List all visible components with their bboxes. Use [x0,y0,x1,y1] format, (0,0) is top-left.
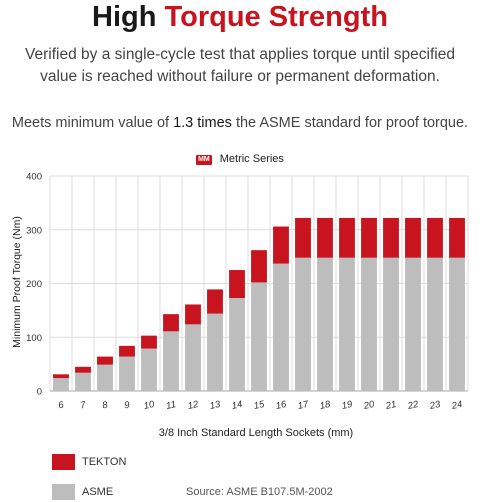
bar-tekton-12mm [185,304,201,325]
bar-asme-19mm [339,257,355,391]
bar-tekton-15mm [251,250,267,283]
bar-tekton-7mm [75,366,91,373]
standard-note-highlight: 1.3 times [173,115,232,131]
legend-swatch-asme [52,484,75,500]
series-tag-label: Metric Series [219,153,284,165]
y-tick-label: 200 [26,279,42,290]
bar-asme-21mm [383,257,399,391]
series-tag: MM Metric Series [0,152,480,166]
bar-asme-18mm [317,257,333,391]
bar-asme-9mm [119,356,135,391]
y-tick-label: 300 [26,225,42,236]
x-tick-label: 20 [362,399,376,412]
bar-tekton-11mm [163,314,179,332]
bar-tekton-21mm [383,217,399,258]
legend-label-asme: ASME [82,486,114,498]
bar-asme-11mm [163,331,179,391]
x-tick-label: 13 [209,399,222,412]
bar-tekton-22mm [405,217,421,258]
y-axis-title: Minimum Proof Torque (Nm) [11,216,23,348]
bar-asme-12mm [185,324,201,391]
page-title: High Torque Strength [0,0,480,34]
bar-tekton-10mm [141,335,157,349]
x-tick-label: 14 [231,399,244,412]
bar-tekton-23mm [427,217,443,258]
bar-asme-24mm [449,257,465,391]
x-tick-label: 16 [275,399,288,412]
bar-asme-10mm [141,348,157,391]
intro-text: Verified by a single-cycle test that app… [25,46,455,85]
mm-badge-icon: MM [196,155,212,165]
bar-asme-16mm [273,263,289,391]
x-tick-label: 12 [187,399,200,412]
x-tick-label: 9 [123,399,131,411]
bar-tekton-6mm [53,374,69,379]
standard-note-before: Meets minimum value of [11,115,170,131]
bar-tekton-19mm [339,217,355,258]
x-tick-label: 24 [450,399,464,412]
bar-tekton-16mm [273,226,289,264]
bar-asme-23mm [427,257,443,391]
page-title-main: High [92,1,157,33]
bar-asme-22mm [405,257,421,391]
bar-layer [53,217,465,391]
bar-asme-14mm [229,298,245,391]
page-title-accent: Torque Strength [164,1,388,33]
bar-asme-8mm [97,364,113,391]
bar-asme-7mm [75,372,91,391]
standard-note: Meets minimum value of 1.3 times the ASM… [0,113,480,133]
standard-note-after: the ASME standard for proof torque. [235,115,469,131]
x-tick-label: 10 [143,399,156,412]
bar-asme-20mm [361,257,377,391]
x-tick-label: 18 [319,399,332,412]
bar-tekton-13mm [207,289,223,314]
bar-tekton-14mm [229,270,245,299]
tick-layer: 0 100 200 300 400 6 7 8 9 10 11 12 13 14 15 16 17 18 19 20 2… [26,172,463,413]
x-tick-label: 23 [428,399,442,412]
y-tick-label: 0 [37,387,42,398]
legend-label-tekton: TEKTON [82,456,127,468]
legend-swatch-tekton [52,454,75,470]
x-tick-label: 22 [406,399,420,412]
x-tick-label: 8 [101,399,109,411]
x-tick-label: 15 [253,399,266,412]
x-tick-label: 6 [57,399,65,411]
bar-asme-13mm [207,313,223,391]
x-tick-label: 11 [165,399,177,412]
bar-tekton-9mm [119,345,135,357]
bar-asme-15mm [251,282,267,391]
x-tick-label: 21 [384,399,398,412]
x-axis-title: 3/8 Inch Standard Length Sockets (mm) [159,427,353,439]
bar-tekton-20mm [361,217,377,258]
x-tick-label: 19 [341,399,354,412]
bar-tekton-24mm [449,217,465,258]
bar-tekton-17mm [295,217,311,258]
y-tick-label: 100 [26,333,42,344]
x-tick-label: 17 [297,399,310,412]
bar-tekton-18mm [317,217,333,258]
bar-asme-17mm [295,257,311,391]
y-tick-label: 400 [26,172,42,183]
bar-asme-6mm [53,378,69,391]
source-note: Source: ASME B107.5M-2002 [186,486,333,498]
bar-tekton-8mm [97,356,113,365]
x-tick-label: 7 [79,399,87,411]
